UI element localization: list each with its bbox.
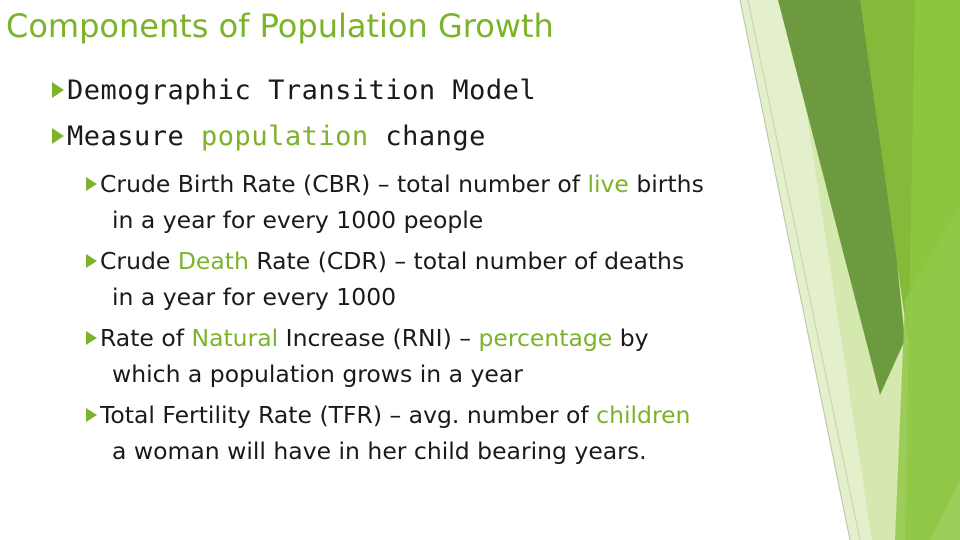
cbr-text-a: Crude Birth Rate (CBR) – total number of — [100, 170, 588, 198]
bullet-tfr: Total Fertility Rate (TFR) – avg. number… — [86, 397, 690, 469]
bullet-text-a: Measure — [67, 121, 202, 152]
tfr-line2: a woman will have in her child bearing y… — [112, 437, 647, 465]
thin-line-2 — [747, 0, 861, 540]
bullet-text-b: change — [368, 121, 486, 152]
slide-title: Components of Population Growth — [6, 7, 554, 45]
cdr-text-a: Crude — [100, 247, 178, 275]
tfr-highlight: children — [596, 401, 691, 429]
bullet-text: Demographic Transition Model — [67, 75, 537, 106]
cbr-highlight: live — [587, 170, 629, 198]
bullet-measure-population: Measure population change — [52, 119, 486, 155]
rni-highlight-natural: Natural — [191, 324, 279, 352]
bullet-cbr: Crude Birth Rate (CBR) – total number of… — [86, 166, 704, 238]
rni-text-c: by — [612, 324, 649, 352]
bullet-arrow-icon — [86, 407, 97, 422]
rni-line2: which a population grows in a year — [112, 360, 523, 388]
rni-highlight-percentage: percentage — [478, 324, 613, 352]
cbr-text-b: births — [628, 170, 704, 198]
bullet-cdr: Crude Death Rate (CDR) – total number of… — [86, 243, 684, 315]
bullet-arrow-icon — [52, 127, 64, 144]
bullet-arrow-icon — [86, 176, 97, 191]
cdr-highlight: Death — [177, 247, 249, 275]
bullet-arrow-icon — [86, 330, 97, 345]
tfr-text-a: Total Fertility Rate (TFR) – avg. number… — [100, 401, 597, 429]
rni-text-a: Rate of — [100, 324, 192, 352]
bullet-rni: Rate of Natural Increase (RNI) – percent… — [86, 320, 649, 392]
thin-line-1 — [739, 0, 851, 540]
bullet-arrow-icon — [86, 253, 97, 268]
bullet-demographic-transition: Demographic Transition Model — [52, 73, 536, 109]
bullet-highlight: population — [201, 121, 369, 152]
rni-text-b: Increase (RNI) – — [278, 324, 479, 352]
cdr-text-b: Rate (CDR) – total number of deaths — [248, 247, 685, 275]
dark-green-band — [778, 0, 905, 395]
cdr-line2: in a year for every 1000 — [112, 283, 397, 311]
cbr-line2: in a year for every 1000 people — [112, 206, 484, 234]
bullet-arrow-icon — [52, 81, 64, 98]
lime-band-lower — [895, 205, 960, 540]
